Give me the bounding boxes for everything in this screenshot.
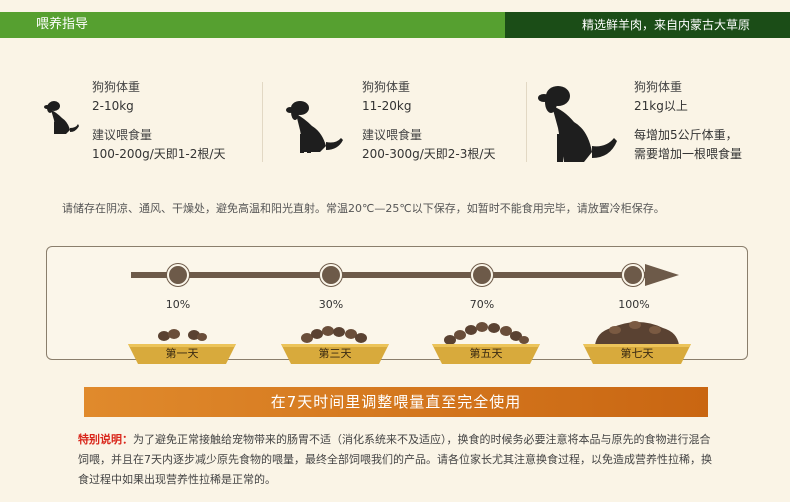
storage-note: 请储存在阴凉、通风、干燥处，避免高温和阳光直射。常温20℃—25℃以下保存，如暂… <box>62 202 665 215</box>
feed-label: 建议喂食量 <box>362 128 423 142</box>
weight-label: 狗狗体重 <box>92 80 141 94</box>
percent-label: 70% <box>469 298 495 311</box>
percent-label: 30% <box>318 298 344 311</box>
feed-label: 建议喂食量 <box>92 128 153 142</box>
note-text: 为了避免正常接触给宠物带来的肠胃不适（消化系统来不及适应），换食的时候务必要注意… <box>78 433 712 486</box>
food-bowl-day7: 第七天 <box>575 318 699 364</box>
food-bowl-icon <box>128 329 236 364</box>
feed-value: 100-200g/天即1-2根/天 <box>92 147 226 161</box>
header-bar: 喂养指导 精选鲜羊肉，来自内蒙古大草原 <box>0 12 790 38</box>
food-bowl-icon <box>432 322 540 364</box>
progress-marker-day7 <box>622 264 644 286</box>
special-note: 特别说明：为了避免正常接触给宠物带来的肠胃不适（消化系统来不及适应），换食的时候… <box>78 430 718 490</box>
dog-group-large: 狗狗体重 21kg以上 每增加5公斤体重， 需要增加一根喂食量 <box>634 78 742 164</box>
weight-label: 狗狗体重 <box>634 80 683 94</box>
header-slogan: 精选鲜羊肉，来自内蒙古大草原 <box>505 12 790 38</box>
progress-marker-day5 <box>471 264 493 286</box>
divider <box>262 82 263 162</box>
progress-track <box>131 272 651 278</box>
weight-label: 狗狗体重 <box>362 80 411 94</box>
feed-extra-line2: 需要增加一根喂食量 <box>634 147 743 161</box>
day-label: 第七天 <box>620 347 654 360</box>
day-label: 第一天 <box>165 347 199 360</box>
weight-value: 21kg以上 <box>634 99 688 113</box>
feed-extra-line1: 每增加5公斤体重， <box>634 128 738 142</box>
food-bowl-day3: 第三天 <box>273 318 397 364</box>
food-bowl-day5: 第五天 <box>424 318 548 364</box>
weight-value: 11-20kg <box>362 99 412 113</box>
food-bowl-day1: 第一天 <box>120 318 244 364</box>
weight-value: 2-10kg <box>92 99 134 113</box>
percent-label: 10% <box>165 298 191 311</box>
dog-group-small: 狗狗体重 2-10kg 建议喂食量 100-200g/天即1-2根/天 <box>92 78 225 164</box>
large-dog-icon <box>538 86 617 162</box>
percent-label: 100% <box>618 298 650 311</box>
divider <box>526 82 527 162</box>
note-label: 特别说明： <box>78 433 133 446</box>
progress-marker-day1 <box>167 264 189 286</box>
arrow-head-icon <box>645 264 679 286</box>
food-bowl-icon <box>281 326 389 364</box>
food-bowl-icon <box>583 321 691 364</box>
progress-marker-day3 <box>320 264 342 286</box>
feed-value: 200-300g/天即2-3根/天 <box>362 147 496 161</box>
medium-dog-icon <box>286 101 343 153</box>
day-label: 第三天 <box>318 347 352 360</box>
day-label: 第五天 <box>469 347 503 360</box>
transition-banner: 在7天时间里调整喂量直至完全使用 <box>84 387 708 417</box>
dog-group-medium: 狗狗体重 11-20kg 建议喂食量 200-300g/天即2-3根/天 <box>362 78 495 164</box>
section-title: 喂养指导 <box>0 12 505 38</box>
small-dog-icon <box>44 101 79 134</box>
